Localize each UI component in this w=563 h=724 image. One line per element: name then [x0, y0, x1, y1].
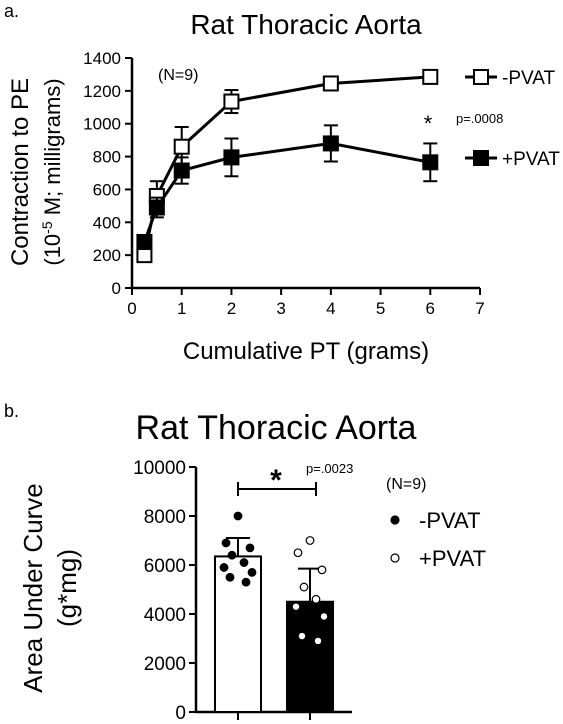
chart-a-n-label: (N=9) [158, 67, 198, 84]
chart-b-point-filled [221, 538, 231, 548]
chart-a-point-open [223, 93, 240, 110]
chart-b-y-tick-label: 0 [175, 703, 186, 724]
chart-b-point-filled [227, 550, 237, 560]
chart-a-legend: -PVAT +PVAT [465, 68, 560, 170]
chart-b-y-tick-label: 8000 [144, 507, 186, 528]
legend-marker [390, 553, 400, 563]
chart-a-point-filled [223, 149, 240, 166]
chart-b-legend: -PVAT +PVAT [390, 508, 486, 571]
chart-a-y-tick-label: 600 [93, 180, 121, 199]
chart-b-sig-marker: * [270, 464, 282, 497]
legend-label: -PVAT [419, 508, 481, 533]
chart-a-ylabel-line2: (10-5 M; milligrams) [39, 78, 65, 265]
chart-a-point-filled [422, 154, 439, 171]
chart-a-y-tick-label: 0 [112, 279, 121, 298]
chart-a-point-filled [148, 199, 165, 216]
chart-b-point-filled [245, 543, 255, 553]
chart-a-sig-marker: * [424, 111, 433, 136]
chart-a-x-tick-label: 4 [326, 299, 335, 318]
chart-b-point-filled [247, 567, 257, 577]
chart-a-x-tick-label: 3 [276, 299, 285, 318]
chart-b-point-open [291, 602, 301, 612]
chart-b-bars [214, 511, 334, 713]
chart-a-ylabel-line1: Contraction to PE [7, 78, 34, 266]
chart-a-y-tick-label: 1400 [83, 49, 121, 68]
chart-a-x-tick-label: 1 [177, 299, 186, 318]
chart-b-n-label: (N=9) [386, 476, 426, 493]
chart-a-point-filled [322, 135, 339, 152]
chart-a-point-open [173, 138, 190, 155]
chart-b-point-filled [233, 511, 243, 521]
chart-a-point-open [322, 75, 339, 92]
chart-a-title: Rat Thoracic Aorta [190, 9, 422, 40]
chart-b-point-open [311, 594, 321, 604]
chart-b-y-tick-label: 2000 [144, 654, 186, 675]
chart-b-point-filled [239, 558, 249, 567]
chart-a-point-filled [136, 234, 153, 250]
chart-a-xlabel: Cumulative PT (grams) [183, 338, 429, 365]
chart-b-point-open [319, 612, 329, 621]
chart-a-x-tick-label: 2 [227, 299, 236, 318]
chart-b-point-open [305, 536, 315, 545]
chart-b-point-open [313, 636, 323, 646]
chart-a-x-tick-label: 5 [376, 299, 385, 318]
chart-a-y-tick-label: 200 [93, 246, 121, 265]
chart-b-y-tick-label: 10000 [133, 458, 186, 479]
chart-a-p-value: p=.0008 [456, 111, 503, 126]
chart-a-point-open [136, 247, 153, 264]
chart-a-axes: 0 200 400 600 800 1000 1200 1400 0 1 2 3 4 5 6 7 [83, 49, 485, 318]
chart-a-x-tick-label: 7 [475, 299, 484, 318]
chart-b-bar-0 [214, 555, 262, 713]
chart-b-p-value: p=.0023 [306, 461, 353, 476]
chart-a-y-tick-label: 1000 [83, 115, 121, 134]
chart-b-y-tick-label: 6000 [144, 556, 186, 577]
legend-marker [473, 69, 489, 85]
chart-b-ylabel-line2: (g*mg) [52, 549, 82, 627]
legend-marker [473, 150, 489, 166]
chart-b-point-filled [225, 572, 235, 582]
chart-a-point-filled [173, 162, 190, 179]
chart-a-series [136, 68, 439, 264]
chart-b-axes: 0 2000 4000 6000 8000 10000 [133, 458, 352, 724]
chart-a-x-tick-label: 6 [426, 299, 435, 318]
chart-a-x-tick-label: 0 [127, 299, 136, 318]
chart-b-point-open [317, 565, 327, 575]
chart-a-y-tick-label: 400 [93, 213, 121, 232]
panel-a-label: a. [4, 1, 19, 21]
chart-b-ylabel-line1: Area Under Curve [18, 483, 48, 693]
chart-b-point-open [293, 548, 303, 558]
legend-marker [390, 515, 400, 525]
chart-a-y-tick-label: 1200 [83, 82, 121, 101]
chart-b-point-open [299, 582, 309, 592]
chart-b-point-filled [241, 577, 251, 587]
legend-label: -PVAT [502, 68, 556, 89]
chart-b-y-tick-label: 4000 [144, 605, 186, 626]
legend-label: +PVAT [419, 546, 486, 571]
chart-b-point-filled [219, 563, 229, 572]
chart-a-point-open [422, 68, 439, 85]
panel-b-label: b. [4, 401, 19, 421]
chart-b-title: Rat Thoracic Aorta [136, 409, 417, 447]
legend-label: +PVAT [502, 149, 560, 170]
chart-b-point-open [297, 631, 307, 641]
chart-a-y-tick-label: 800 [93, 148, 121, 167]
